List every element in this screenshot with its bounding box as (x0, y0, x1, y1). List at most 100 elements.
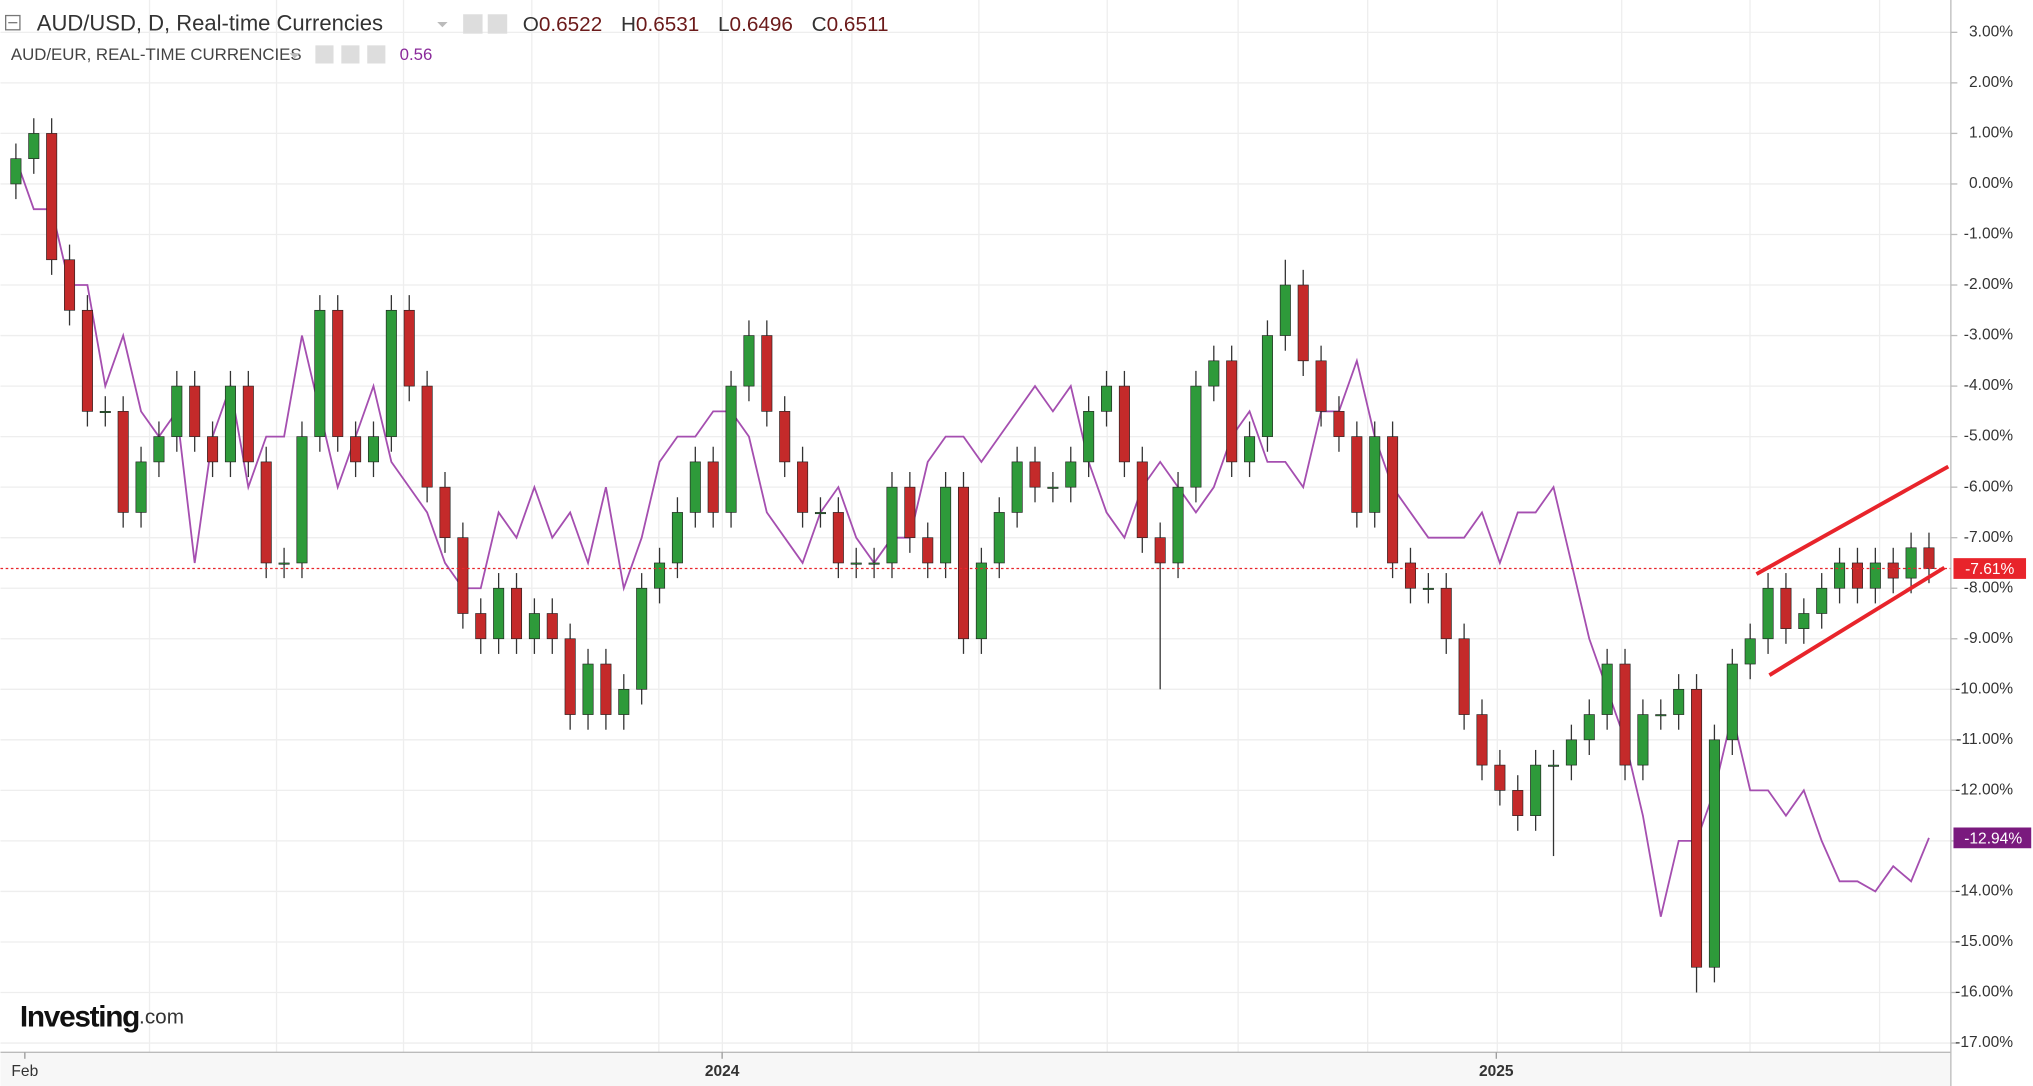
y-tick-label: -2.00% (1964, 276, 2013, 293)
candle-body (439, 486, 451, 539)
y-tick-label: -8.00% (1964, 579, 2013, 596)
logo: Investing.com (20, 1000, 184, 1033)
candle-body (350, 436, 362, 463)
candle-body (1565, 739, 1577, 766)
logo-brand: Investing (20, 1000, 139, 1033)
candle-body (260, 461, 272, 564)
candle-body (1244, 436, 1256, 463)
candle-body (904, 486, 916, 539)
candle-body (1029, 461, 1041, 488)
candle-body (814, 512, 826, 515)
candle-body (385, 309, 397, 437)
candle-body (1798, 613, 1810, 629)
candle-body (582, 663, 594, 715)
candle-body (81, 309, 93, 412)
quote-label: C (812, 13, 827, 36)
settings-icon[interactable] (487, 14, 508, 34)
candle-body (564, 638, 576, 715)
candle-body (993, 512, 1005, 564)
candle-body (1118, 385, 1130, 463)
series-name: AUD/EUR, REAL-TIME CURRENCIES (11, 45, 302, 64)
candle-body (725, 385, 737, 513)
settings-icon[interactable] (463, 14, 483, 34)
y-tick-label: -1.00% (1964, 226, 2013, 243)
candle-body (1601, 663, 1613, 715)
candle-body (689, 461, 701, 513)
candle-body (636, 587, 648, 690)
candle-body (850, 562, 862, 565)
candle-body (1619, 663, 1631, 766)
candle-body (1333, 411, 1345, 437)
quote: O0.6522 H0.6531 L0.6496 C0.6511 (523, 13, 889, 36)
y-tick-label: -5.00% (1964, 428, 2013, 445)
series-name: AUD/USD, D, Real-time Currencies (37, 10, 383, 35)
candle-body (46, 133, 58, 261)
candle-body (743, 335, 755, 387)
candle-body (1154, 537, 1166, 564)
candle-body (940, 486, 952, 564)
candle-body (1816, 587, 1828, 614)
settings-icon[interactable] (341, 45, 360, 64)
last-value-label: -7.61% (1965, 561, 2014, 578)
candle-body (779, 411, 791, 463)
candle-body (886, 486, 898, 564)
close-icon[interactable] (367, 45, 386, 64)
candle-body (28, 133, 40, 160)
candle-body (242, 385, 254, 463)
series-value: 0.56 (400, 45, 433, 64)
candle-body (832, 512, 844, 564)
candle-body (1351, 436, 1363, 513)
quote-value: 0.6522 (539, 13, 602, 36)
candle-body (475, 613, 487, 640)
channel-upper (1755, 464, 1950, 576)
y-tick-label: -7.00% (1964, 529, 2013, 546)
candle-body (1136, 461, 1148, 539)
y-tick-label: -4.00% (1964, 377, 2013, 394)
y-tick-label: -3.00% (1964, 327, 2013, 344)
quote-label: O (523, 13, 539, 36)
y-tick-label: -6.00% (1964, 478, 2013, 495)
dropdown-arrow[interactable] (437, 22, 448, 28)
candle-body (493, 587, 505, 640)
candle-body (975, 562, 987, 640)
candle-body (797, 461, 809, 513)
settings-icon[interactable] (315, 45, 334, 64)
candle-body (1297, 284, 1309, 362)
y-tick-label: -15.00% (1955, 933, 2013, 950)
candle-body (1905, 547, 1917, 579)
quote-label: L (718, 13, 730, 36)
candle-body (1065, 461, 1077, 488)
candle-body (1744, 638, 1756, 665)
collapse-icon[interactable] (5, 14, 21, 31)
candle-body (1190, 385, 1202, 488)
x-tick-label: 2024 (705, 1063, 740, 1080)
candle-body (1637, 714, 1649, 766)
candle-body (1726, 663, 1738, 741)
candle-body (1440, 587, 1452, 640)
candle-body (1530, 764, 1542, 816)
candle-body (1923, 547, 1935, 569)
y-tick-label: 1.00% (1969, 125, 2013, 142)
candle-body (1422, 587, 1434, 590)
candle-body (1172, 486, 1184, 564)
marks-layer (0, 118, 1951, 993)
quote-value: 0.6511 (827, 13, 889, 36)
candle-body (99, 411, 111, 413)
y-tick-label: -17.00% (1955, 1034, 2013, 1051)
candle-body (1494, 764, 1506, 791)
axis-layer: 3.00% 2.00% 1.00% 0.00% -1.00% -2.00% -3.00% -4… (11, 23, 2032, 1080)
dropdown-arrow[interactable] (289, 53, 300, 59)
y-tick-label: -9.00% (1964, 630, 2013, 647)
candle-body (1387, 436, 1399, 564)
candle-body (1762, 587, 1774, 640)
candle-body (1780, 587, 1792, 629)
candle-body (1691, 688, 1703, 968)
candle-body (1673, 688, 1685, 715)
candle-body (654, 562, 666, 589)
candle-body (153, 436, 165, 463)
candle-body (1476, 714, 1488, 766)
candle-body (1851, 562, 1863, 589)
candle-body (332, 309, 344, 437)
x-axis-strip (0, 1052, 1951, 1086)
quote-value: 0.6531 (636, 13, 699, 36)
